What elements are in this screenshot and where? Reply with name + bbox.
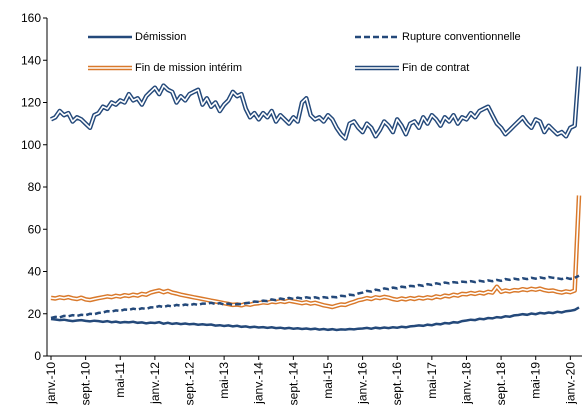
y-tick-label: 40 [28, 265, 42, 279]
x-tick-label: janv.-18 [459, 362, 473, 405]
y-tick-label: 0 [34, 349, 41, 363]
x-tick-label: sept.-18 [494, 362, 508, 406]
x-tick-label: mai-11 [113, 362, 127, 398]
legend-label: Fin de mission intérim [135, 62, 242, 74]
x-tick-label: janv.-14 [252, 362, 266, 405]
x-tick-label: sept.-14 [286, 362, 300, 406]
x-tick-label: janv.-16 [356, 362, 370, 405]
x-tick-label: mai-15 [321, 362, 335, 399]
x-tick-label: janv.-20 [563, 362, 577, 405]
series-line [50, 306, 580, 332]
x-tick-label: janv.-12 [148, 362, 162, 405]
x-tick-label: mai-13 [217, 362, 231, 399]
legend-label: Fin de contrat [402, 62, 469, 74]
x-tick-label: sept.-16 [390, 362, 404, 406]
series-line [50, 274, 580, 320]
x-tick-label: mai-17 [425, 362, 439, 399]
y-tick-label: 100 [21, 138, 41, 152]
x-tick-label: janv.-10 [44, 362, 58, 405]
y-tick-label: 60 [28, 222, 42, 236]
series-line-inner [50, 195, 580, 308]
y-tick-label: 140 [21, 53, 41, 67]
y-tick-label: 20 [28, 307, 42, 321]
x-tick-label: sept.-12 [182, 362, 196, 406]
series-line-inner [50, 66, 580, 140]
y-tick-label: 80 [28, 180, 42, 194]
legend-label: Démission [135, 31, 186, 43]
y-tick-label: 160 [21, 11, 41, 25]
x-tick-label: mai-19 [529, 362, 543, 399]
x-tick-label: sept.-10 [79, 362, 93, 406]
y-tick-label: 120 [21, 96, 41, 110]
legend-label: Rupture conventionnelle [402, 31, 521, 43]
